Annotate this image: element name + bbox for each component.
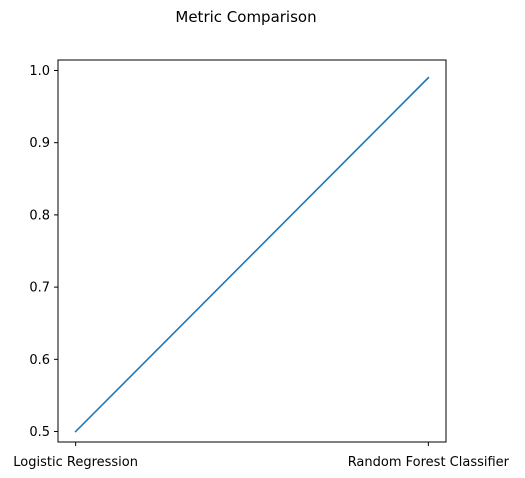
y-tick-label: 0.5	[29, 425, 50, 440]
plot-area: 0.5 0.6 0.7 0.8 0.9 1.0 Logistic Regression Ran…	[13, 59, 510, 470]
y-tick-label: 1.0	[29, 64, 50, 79]
chart-title: Metric Comparison	[175, 8, 316, 26]
y-tick-label: 0.9	[29, 136, 50, 151]
y-tick-label: 0.7	[29, 281, 50, 296]
y-tick-label: 0.8	[29, 208, 50, 223]
x-tick-label: Logistic Regression	[13, 455, 138, 470]
y-tick-label: 0.6	[29, 353, 50, 368]
series-line-0	[74, 76, 430, 433]
axes-frame	[57, 59, 447, 443]
x-tick-label: Random Forest Classifier	[348, 455, 510, 470]
